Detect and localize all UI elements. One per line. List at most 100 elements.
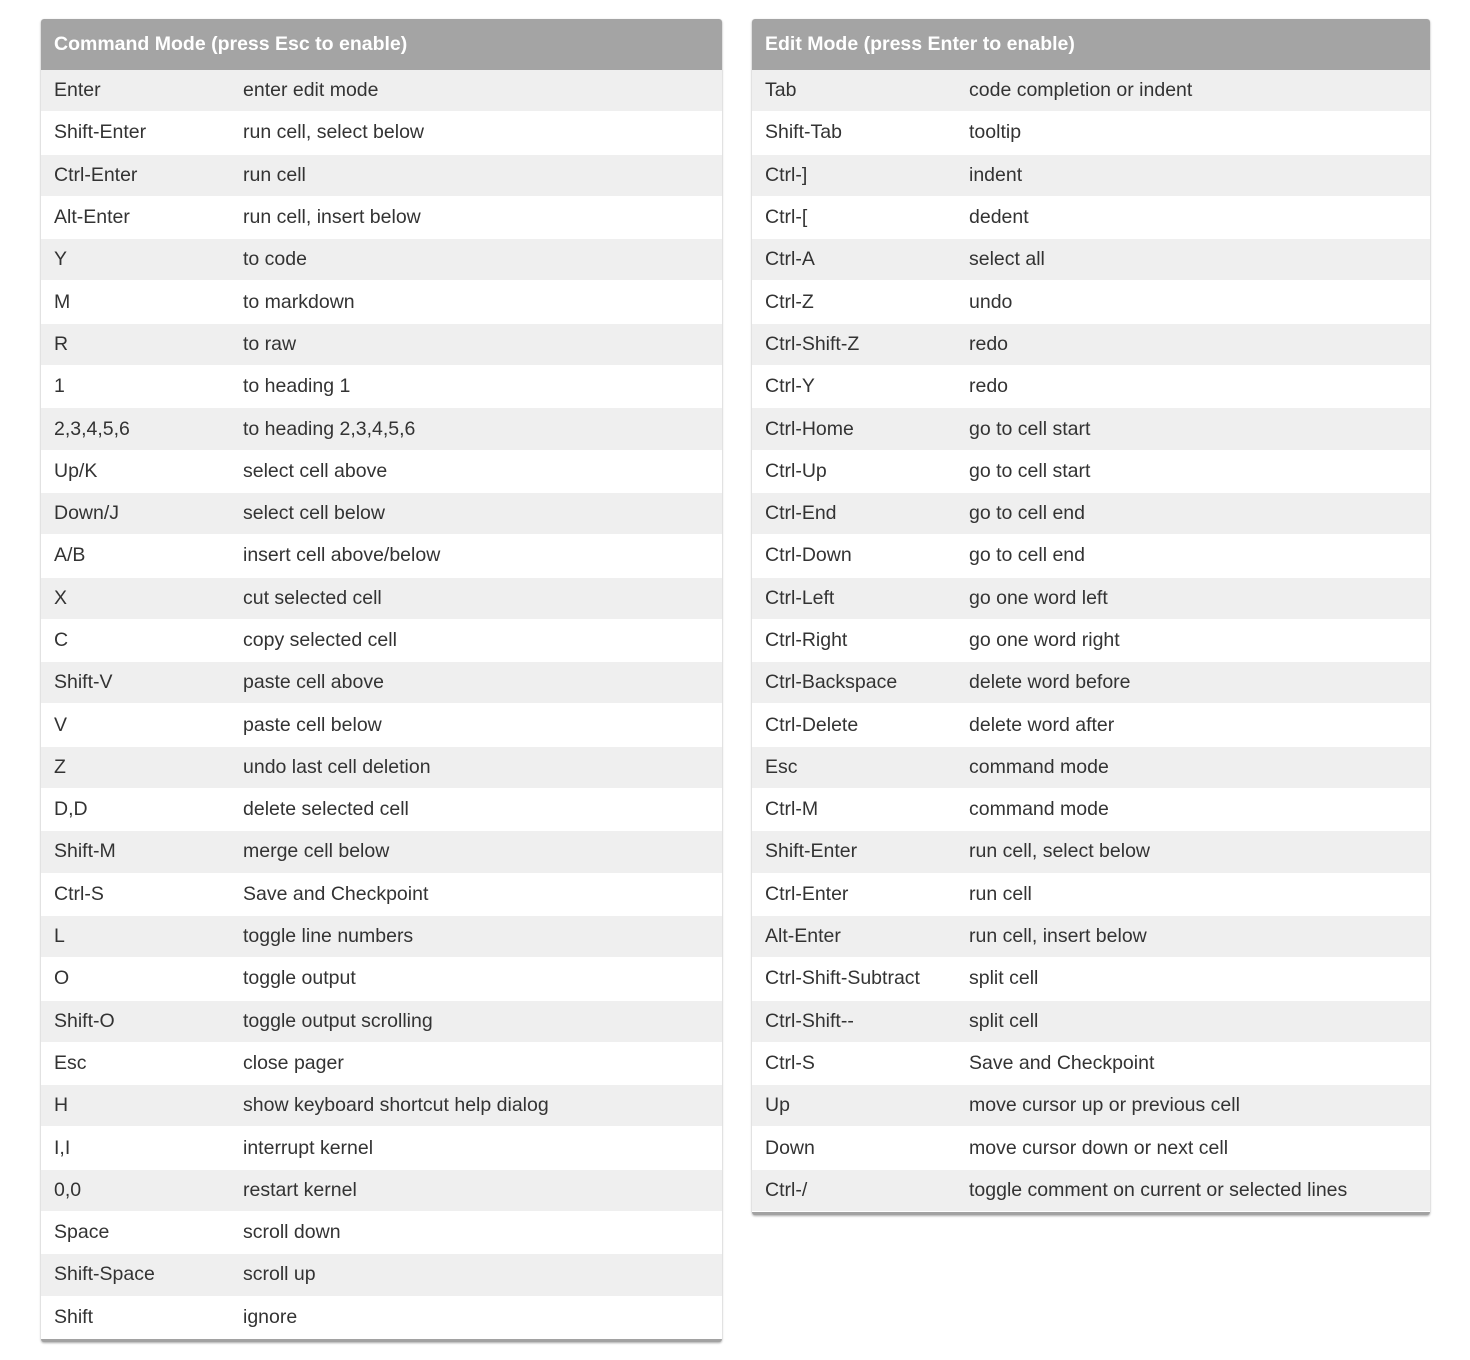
shortcut-key: Ctrl-/ xyxy=(765,1178,808,1201)
shortcut-description: insert cell above/below xyxy=(243,544,441,567)
shortcut-key: Ctrl-Enter xyxy=(54,163,138,186)
shortcut-description: run cell xyxy=(969,882,1032,905)
shortcut-row: Ctrl-S Save and Checkpoint xyxy=(752,1042,1430,1086)
shortcut-description: tooltip xyxy=(969,121,1022,144)
shortcut-row: D,D delete selected cell xyxy=(41,789,722,832)
shortcut-key: Ctrl-] xyxy=(765,163,808,186)
shortcut-key: I,I xyxy=(54,1136,71,1159)
shortcut-row: Shift-V paste cell above xyxy=(41,662,722,705)
shortcut-key: A/B xyxy=(54,544,86,567)
shortcut-key: Ctrl-Right xyxy=(765,629,848,651)
shortcut-key: Alt-Enter xyxy=(54,206,130,229)
shortcut-key: Ctrl-Up xyxy=(765,459,827,482)
shortcut-row: 2,3,4,5,6 to heading 2,3,4,5,6 xyxy=(41,408,722,451)
shortcut-key: Y xyxy=(54,248,68,271)
shortcut-description: interrupt kernel xyxy=(243,1136,374,1159)
shortcut-key: Shift-O xyxy=(54,1009,115,1032)
shortcut-description: toggle output scrolling xyxy=(243,1009,433,1032)
shortcut-description: merge cell below xyxy=(243,840,390,863)
shortcut-key: H xyxy=(54,1094,69,1117)
shortcut-description: redo xyxy=(969,375,1009,398)
shortcut-description: to heading 2,3,4,5,6 xyxy=(243,417,416,440)
shortcut-row: Shift-O toggle output scrolling xyxy=(41,1000,722,1043)
shortcut-key: Esc xyxy=(54,1051,87,1074)
shortcut-row: Ctrl-] indent xyxy=(752,154,1430,197)
shortcut-key: Ctrl-Down xyxy=(765,544,852,567)
shortcut-row: Ctrl-Right go one word right xyxy=(752,619,1430,663)
shortcut-description: go to cell end xyxy=(969,502,1086,525)
shortcut-row: Tab code completion or indent xyxy=(752,70,1430,113)
shortcut-description: cut selected cell xyxy=(243,586,382,609)
shortcut-description: Save and Checkpoint xyxy=(969,1051,1155,1074)
shortcut-row: Ctrl-[dedent xyxy=(752,196,1430,240)
shortcut-description: indent xyxy=(969,163,1023,186)
shortcut-description: go to cell start xyxy=(969,417,1091,440)
shortcut-description: go to cell start xyxy=(969,459,1091,482)
edit-mode-title: Edit Mode (press Enter to enable) xyxy=(752,19,1430,70)
shortcut-key: Tab xyxy=(765,79,797,102)
shortcut-description: command mode xyxy=(969,755,1109,778)
shortcut-row: Shift-M merge cell below xyxy=(41,831,722,874)
shortcut-description: paste cell below xyxy=(243,713,382,736)
shortcut-row: Shift-Tab tooltip xyxy=(752,112,1430,155)
shortcut-key: Ctrl-Shift-- xyxy=(765,1009,854,1032)
shortcut-key: Shift-Tab xyxy=(765,121,842,144)
shortcut-description: code completion or indent xyxy=(969,79,1193,102)
shortcut-key: Space xyxy=(54,1221,110,1244)
shortcut-description: Save and Checkpoint xyxy=(243,882,429,905)
shortcut-key: Ctrl-Shift-Subtract xyxy=(765,967,920,990)
shortcut-row: Shift-Enter run cell, select below xyxy=(752,831,1430,874)
shortcut-key: Ctrl-Home xyxy=(765,417,854,440)
shortcut-description: enter edit mode xyxy=(243,79,379,102)
shortcut-row: Ctrl-Shift-- split cell xyxy=(752,1000,1430,1043)
shortcut-description: to heading 1 xyxy=(243,375,351,398)
command-mode-panel: Command Mode (press Esc to enable) Enter… xyxy=(41,19,722,1342)
shortcut-key: Enter xyxy=(54,79,101,102)
shortcut-row: Ctrl-M command mode xyxy=(752,789,1430,832)
shortcut-description: run cell, insert below xyxy=(969,925,1147,948)
shortcut-description: run cell, insert below xyxy=(243,206,421,229)
shortcut-description: dedent xyxy=(969,206,1029,229)
shortcut-description: split cell xyxy=(969,1009,1039,1032)
shortcut-row: Space scroll down xyxy=(41,1212,722,1255)
shortcut-description: paste cell above xyxy=(243,671,384,694)
shortcut-row: 1 to heading 1 xyxy=(41,366,722,409)
shortcut-row: A/B insert cell above/below xyxy=(41,535,722,578)
shortcut-row: Shift ignore xyxy=(41,1296,722,1339)
shortcut-key: Esc xyxy=(765,755,798,778)
shortcut-key: 2,3,4,5,6 xyxy=(54,417,130,440)
shortcut-row: 0,0 restart kernel xyxy=(41,1169,722,1213)
shortcut-row: Ctrl-Y redo xyxy=(752,366,1430,409)
shortcut-key: Z xyxy=(54,755,66,778)
command-mode-title: Command Mode (press Esc to enable) xyxy=(41,19,722,70)
shortcut-row: Ctrl-Down go to cell end xyxy=(752,535,1430,578)
shortcut-description: ignore xyxy=(243,1305,298,1328)
shortcut-row: Ctrl-End go to cell end xyxy=(752,492,1430,536)
shortcut-key: R xyxy=(54,332,69,355)
shortcut-description: to markdown xyxy=(243,290,355,313)
shortcut-key: Down xyxy=(765,1136,815,1159)
shortcut-description: command mode xyxy=(969,798,1109,821)
shortcut-key: Ctrl-Enter xyxy=(765,882,849,905)
shortcut-description: to raw xyxy=(243,332,297,355)
shortcut-key: Shift-V xyxy=(54,671,113,694)
shortcut-description: select all xyxy=(969,248,1045,271)
shortcut-row: Alt-Enter run cell, insert below xyxy=(41,196,722,240)
shortcut-key: Ctrl-Left xyxy=(765,586,835,609)
shortcut-key: Ctrl-Y xyxy=(765,375,815,398)
shortcut-description: toggle line numbers xyxy=(243,925,414,948)
shortcut-description: to code xyxy=(243,248,307,271)
shortcut-description: toggle output xyxy=(243,967,356,990)
shortcut-row: Alt-Enter run cell, insert below xyxy=(752,915,1430,959)
shortcut-key: Ctrl-Shift-Z xyxy=(765,332,860,355)
shortcut-row: Ctrl-S Save and Checkpoint xyxy=(41,873,722,916)
shortcut-key: Ctrl-Backspace xyxy=(765,671,898,694)
shortcut-description: undo xyxy=(969,290,1013,313)
edit-mode-shortcut-list: Tab code completion or indent Shift-Tab too… xyxy=(752,70,1430,1213)
shortcut-row: Down move cursor down or next cell xyxy=(752,1127,1430,1170)
